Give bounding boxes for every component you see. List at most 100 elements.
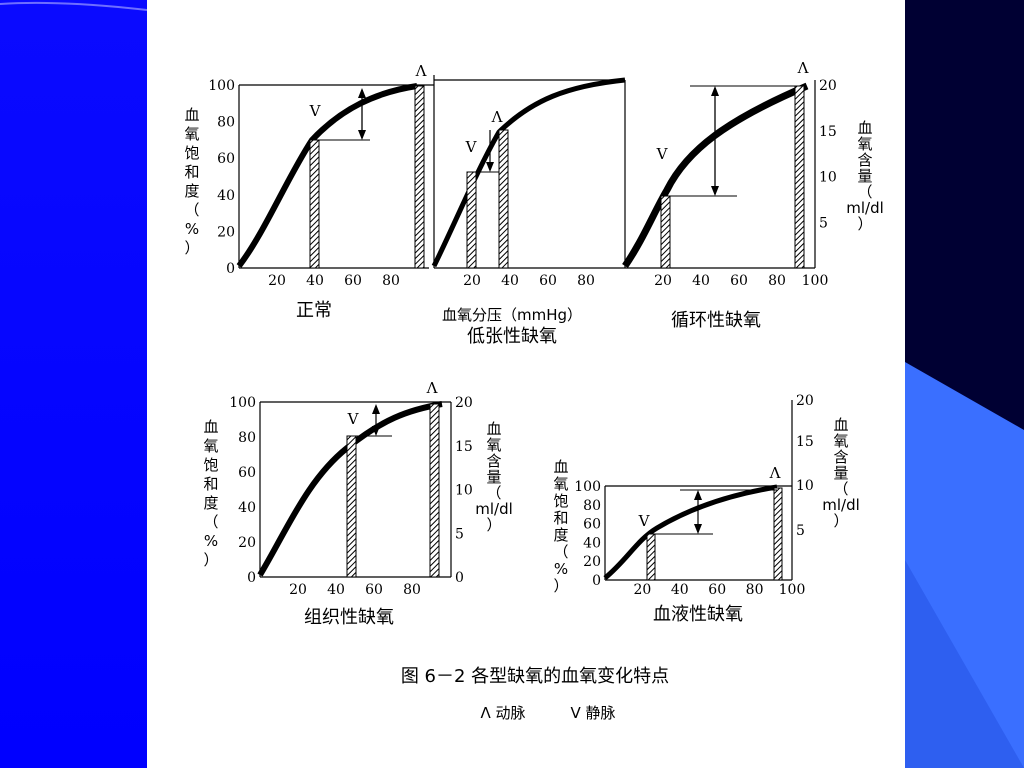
normal-pressure-tick: 60 [344, 273, 362, 289]
y-right-label: 血 [857, 119, 872, 137]
vein-marker: V [347, 410, 360, 428]
slide-content: 0 20 40 60 80 100 0 20 40 60 80 100 0 20 40 60 80 100 5 10 1… [147, 0, 905, 768]
histo-pressure-tick: 80 [403, 582, 421, 598]
y-right-label: ml/dl [822, 496, 860, 514]
artery-marker: Λ [769, 464, 781, 482]
histo-content-tick: 0 [455, 570, 464, 586]
y-left-label: 度 [184, 182, 199, 200]
figure-text-layer: 0204060801000204060801000204060801005101… [184, 59, 883, 722]
y-right-label: 含 [857, 151, 872, 169]
panel-hemic [603, 400, 793, 581]
y-left-label: 饱 [203, 456, 218, 474]
swoosh-decoration [0, 1, 147, 11]
vein-marker: V [465, 138, 478, 156]
y-left-label: 氧 [553, 475, 568, 493]
y-left-label: 氧 [203, 437, 218, 455]
y-left-label: （ [184, 201, 199, 219]
y-left-label: 血 [553, 458, 568, 476]
right-background-panel [905, 0, 1024, 768]
hemic-sat-tick: 100 [574, 479, 601, 495]
hypo-pressure-tick: 80 [577, 273, 595, 289]
y-left-label: 饱 [184, 144, 199, 162]
panel-title-circulatory: 循环性缺氧 [671, 310, 761, 331]
y-right-label: 含 [833, 448, 848, 466]
y-left-label: 和 [203, 475, 218, 493]
y-right-label: ） [833, 512, 848, 530]
histo-sat-tick: 60 [238, 465, 256, 481]
hemic-pressure-tick: 20 [633, 582, 651, 598]
y-right-label: ） [486, 516, 501, 534]
normal-pressure-tick: 20 [268, 273, 286, 289]
y-right-label: 血 [833, 416, 848, 434]
histo-content-tick: 5 [455, 526, 464, 542]
hemic-pressure-tick: 80 [746, 582, 764, 598]
histo-sat-tick: 0 [247, 570, 256, 586]
diagonal-decoration [905, 362, 1024, 768]
y-left-label: % [185, 220, 199, 238]
hemic-content-tick: 5 [796, 523, 805, 539]
histo-content-tick: 15 [455, 439, 473, 455]
histo-sat-tick: 20 [238, 535, 256, 551]
panel-circulatory [622, 80, 816, 269]
normal-pressure-tick: 40 [306, 273, 324, 289]
normal-sat-tick: 20 [217, 224, 235, 240]
hemic-content-tick: 15 [796, 434, 814, 450]
y-right-label: 量 [486, 468, 501, 486]
y-left-label: 和 [553, 509, 568, 527]
normal-sat-tick: 40 [217, 188, 235, 204]
vein-marker: V [656, 145, 669, 163]
hemic-content-tick: 10 [796, 478, 814, 494]
artery-marker: Λ [491, 108, 503, 126]
y-right-label: 氧 [486, 436, 501, 454]
hemic-sat-tick: 0 [592, 573, 601, 589]
artery-marker: Λ [797, 59, 809, 77]
y-left-label: 和 [184, 163, 199, 181]
x-axis-label: 血氧分压（mmHg） [442, 306, 582, 324]
y-left-label: 血 [203, 418, 218, 436]
normal-sat-tick: 0 [226, 261, 235, 277]
hemic-pressure-tick: 60 [708, 582, 726, 598]
y-right-label: 血 [486, 420, 501, 438]
hemic-sat-tick: 60 [583, 517, 601, 533]
y-right-label: 量 [833, 464, 848, 482]
y-left-label: 度 [553, 526, 568, 544]
panel-title-hemic: 血液性缺氧 [653, 604, 743, 625]
hypo-pressure-tick: 60 [539, 273, 557, 289]
histo-pressure-tick: 60 [365, 582, 383, 598]
y-left-label: 度 [203, 494, 218, 512]
histo-content-tick: 10 [455, 483, 473, 499]
normal-pressure-tick: 80 [382, 273, 400, 289]
y-left-label: ） [184, 239, 199, 257]
panel-hypotonic [431, 75, 626, 269]
hemic-pressure-tick: 100 [779, 582, 806, 598]
legend-vein: V 静脉 [570, 704, 615, 722]
hypoxia-figure: 0204060801000204060801000204060801005101… [184, 59, 883, 722]
artery-marker: Λ [426, 379, 438, 397]
hemic-pressure-tick: 40 [671, 582, 689, 598]
histo-pressure-tick: 40 [327, 582, 345, 598]
normal-sat-tick: 100 [208, 78, 235, 94]
figure-caption: 图 6－2 各型缺氧的血氧变化特点 [401, 666, 669, 687]
y-left-label: ） [203, 551, 218, 569]
legend-artery: Λ 动脉 [480, 704, 525, 722]
y-left-label: 氧 [184, 125, 199, 143]
y-right-label: 氧 [857, 135, 872, 153]
panel-title-normal: 正常 [296, 300, 332, 321]
panel-title-histogenous: 组织性缺氧 [304, 607, 394, 628]
y-right-label: ml/dl [846, 199, 884, 217]
y-right-label: ml/dl [475, 500, 513, 518]
left-background-panel [0, 0, 147, 768]
histo-sat-tick: 100 [229, 395, 256, 411]
y-left-label: 血 [184, 106, 199, 124]
circ-content-tick: 20 [819, 78, 837, 94]
y-left-label: 饱 [553, 492, 568, 510]
y-left-label: ） [553, 577, 568, 595]
hemic-sat-tick: 40 [583, 535, 601, 551]
histo-content-tick: 20 [455, 395, 473, 411]
normal-sat-tick: 80 [217, 115, 235, 131]
hemic-sat-tick: 80 [583, 498, 601, 514]
panel-title-hypotonic: 低张性缺氧 [467, 326, 557, 347]
y-right-label: 含 [486, 452, 501, 470]
y-left-label: % [554, 560, 568, 578]
y-left-label: % [204, 532, 218, 550]
